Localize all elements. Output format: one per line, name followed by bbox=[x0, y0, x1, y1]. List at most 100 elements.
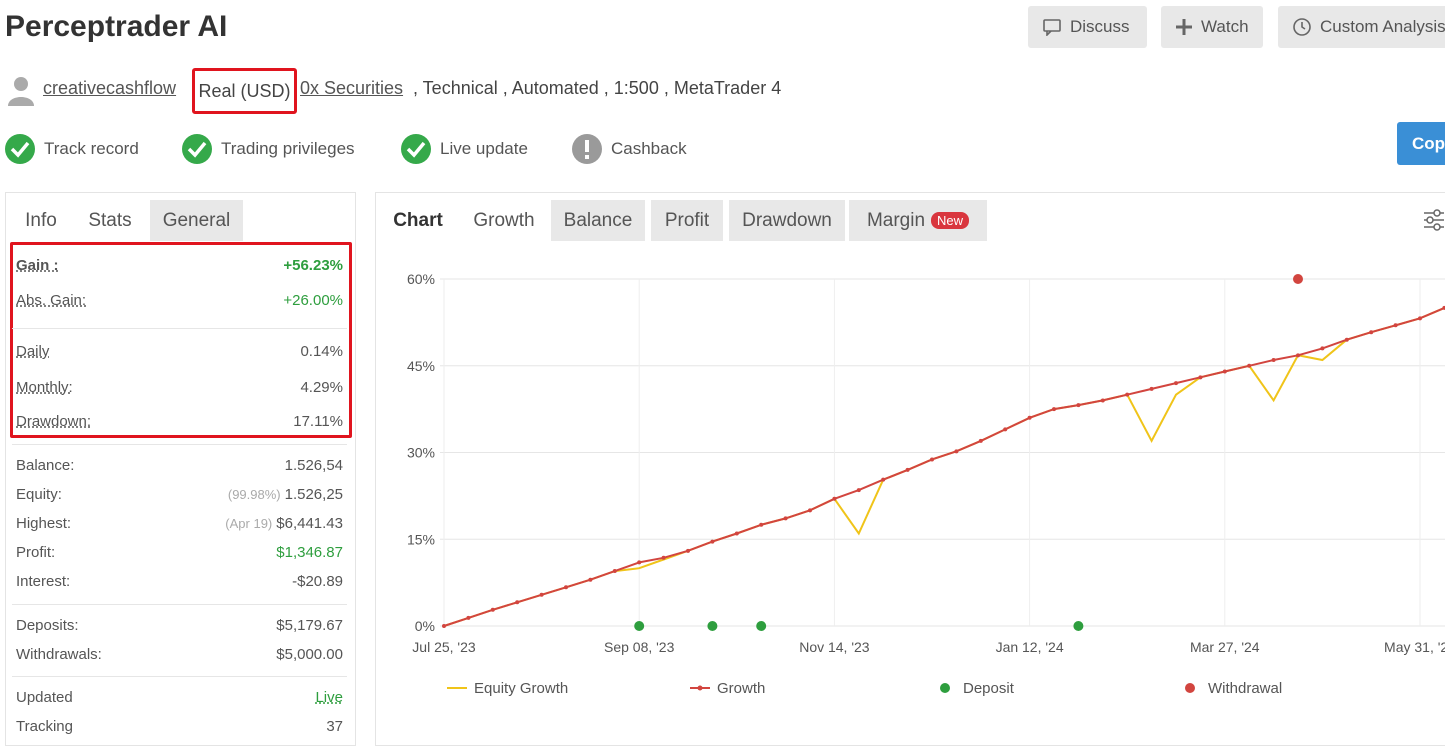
highlight-box bbox=[10, 242, 352, 438]
stat-value-group: (99.98%) 1.526,25 bbox=[228, 486, 343, 503]
stat-value: $5,000.00 bbox=[276, 645, 343, 663]
stat-value-group: Live bbox=[315, 689, 343, 706]
warning-icon bbox=[572, 134, 602, 164]
badge: Live update bbox=[400, 132, 528, 166]
account-details: , Technical , Automated , 1:500 , MetaTr… bbox=[413, 78, 782, 98]
stat-row: Equity: (99.98%) 1.526,25 bbox=[16, 482, 343, 506]
icon bbox=[1176, 19, 1192, 35]
stat-value: 4.29% bbox=[300, 378, 343, 396]
button-label: Discuss bbox=[1070, 17, 1130, 36]
chart-tab[interactable]: Profit bbox=[651, 200, 723, 241]
stat-row: Balance: 1.526,54 bbox=[16, 453, 343, 477]
stat-value[interactable]: Live bbox=[315, 688, 343, 706]
stat-note: (99.98%) bbox=[227, 486, 281, 502]
chart-tab[interactable]: Growth bbox=[473, 209, 535, 231]
stat-label: Equity: bbox=[16, 485, 62, 503]
stat-row: Daily 0.14% bbox=[16, 339, 343, 363]
stat-value: +56.23% bbox=[283, 256, 343, 274]
stat-value-group: -$20.89 bbox=[292, 573, 343, 590]
stat-value-group: $5,000.00 bbox=[276, 646, 343, 663]
separator bbox=[12, 444, 347, 445]
stat-value: 1.526,54 bbox=[284, 456, 343, 474]
stat-value: -$20.89 bbox=[292, 572, 343, 590]
stat-value-group: (Apr 19) $6,441.43 bbox=[225, 515, 343, 532]
tab-label: Margin bbox=[866, 209, 926, 231]
stat-value: 37 bbox=[326, 717, 343, 735]
separator bbox=[12, 604, 347, 605]
stat-row: Monthly: 4.29% bbox=[16, 375, 343, 399]
separator bbox=[12, 676, 347, 677]
stat-row: Tracking 37 bbox=[16, 714, 343, 738]
broker-link[interactable]: 0x Securities bbox=[300, 78, 404, 98]
chart-tab[interactable]: Margin New bbox=[849, 200, 987, 241]
chart-panel bbox=[375, 192, 1445, 746]
icon bbox=[1043, 19, 1061, 36]
stat-value-group: 0.14% bbox=[300, 343, 343, 360]
stat-label: Gain : bbox=[16, 256, 59, 274]
check-icon bbox=[401, 134, 431, 164]
new-badge: New bbox=[931, 212, 970, 229]
user-link[interactable]: creativecashflow bbox=[43, 78, 177, 98]
stat-row: Withdrawals: $5,000.00 bbox=[16, 642, 343, 666]
stat-label: Withdrawals: bbox=[16, 645, 102, 663]
info-tab[interactable]: Stats bbox=[88, 209, 132, 231]
stat-label: Profit: bbox=[16, 543, 56, 561]
stat-label: Abs. Gain: bbox=[16, 291, 87, 309]
icon bbox=[1293, 18, 1311, 36]
chart-tab[interactable]: Drawdown bbox=[729, 200, 845, 241]
stat-value-group: +56.23% bbox=[283, 257, 343, 274]
badge-label: Track record bbox=[44, 139, 139, 158]
stat-label: Drawdown: bbox=[16, 412, 92, 430]
stat-value: +26.00% bbox=[283, 291, 343, 309]
stat-label: Balance: bbox=[16, 456, 75, 474]
stat-label: Daily bbox=[16, 342, 50, 360]
stat-value: 17.11% bbox=[293, 412, 343, 430]
stat-value: $6,441.43 bbox=[276, 514, 343, 532]
chart-tab[interactable]: Balance bbox=[551, 200, 645, 241]
stat-label: Monthly: bbox=[16, 378, 73, 396]
copy-button[interactable]: Copy bbox=[1397, 122, 1445, 165]
stat-label: Deposits: bbox=[16, 616, 79, 634]
stat-value-group: 37 bbox=[326, 718, 343, 735]
stat-row: Highest: (Apr 19) $6,441.43 bbox=[16, 511, 343, 535]
stat-label: Interest: bbox=[16, 572, 71, 590]
stat-row: Abs. Gain: +26.00% bbox=[16, 288, 343, 312]
stat-row: Deposits: $5,179.67 bbox=[16, 613, 343, 637]
stat-value-group: $1,346.87 bbox=[276, 544, 343, 561]
stat-value: $5,179.67 bbox=[276, 616, 343, 634]
info-tab[interactable]: Info bbox=[25, 209, 57, 231]
badge-label: Live update bbox=[440, 139, 528, 158]
button-label: Watch bbox=[1201, 17, 1249, 36]
stat-label: Highest: bbox=[16, 514, 72, 532]
settings-icon[interactable] bbox=[1422, 206, 1445, 234]
stat-value: $1,346.87 bbox=[276, 543, 343, 561]
avatar bbox=[8, 77, 34, 106]
button-label: Custom Analysis bbox=[1320, 17, 1445, 36]
custom-analysis-button[interactable]: Custom Analysis bbox=[1278, 6, 1445, 48]
stat-value-group: 4.29% bbox=[300, 379, 343, 396]
info-panel bbox=[5, 192, 356, 746]
check-icon bbox=[182, 134, 212, 164]
stat-row: Drawdown: 17.11% bbox=[16, 409, 343, 433]
chart-tab[interactable]: Chart bbox=[393, 209, 443, 231]
discuss-button[interactable]: Discuss bbox=[1028, 6, 1147, 48]
stat-value-group: $5,179.67 bbox=[276, 617, 343, 634]
check-icon bbox=[5, 134, 35, 164]
page-title: Perceptrader AI bbox=[5, 10, 228, 43]
stat-row: Interest: -$20.89 bbox=[16, 569, 343, 593]
stat-label: Updated bbox=[16, 688, 73, 706]
stat-value-group: 17.11% bbox=[293, 413, 343, 430]
separator bbox=[12, 328, 347, 329]
badge: Track record bbox=[4, 132, 139, 166]
info-tab[interactable]: General bbox=[150, 200, 243, 241]
stat-value-group: +26.00% bbox=[283, 292, 343, 309]
stat-label: Tracking bbox=[16, 717, 73, 735]
watch-button[interactable]: Watch bbox=[1161, 6, 1263, 48]
account-type: Real (USD) bbox=[192, 68, 297, 114]
stat-row: Gain : +56.23% bbox=[16, 253, 343, 277]
badge-label: Cashback bbox=[611, 139, 687, 158]
stat-row: Profit: $1,346.87 bbox=[16, 540, 343, 564]
badge-label: Trading privileges bbox=[221, 139, 355, 158]
badge: Trading privileges bbox=[181, 132, 355, 166]
